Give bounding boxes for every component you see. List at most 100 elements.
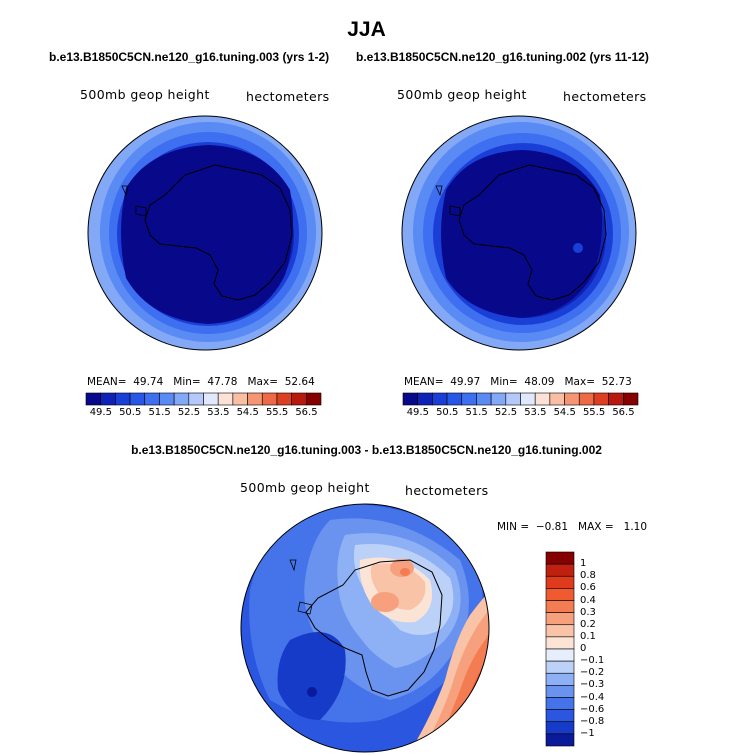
colorbar-tick-label-2: 0.1 xyxy=(580,630,596,642)
colorbar-tick-label-2: −0.6 xyxy=(580,703,605,715)
left-mean-label: MEAN= xyxy=(87,376,127,388)
left-variable-label: 500mb geop height xyxy=(80,87,210,102)
left-colorbar xyxy=(85,392,322,406)
colorbar-swatch xyxy=(545,697,575,710)
right-mean-value: 49.97 xyxy=(450,376,481,388)
colorbar-swatch xyxy=(247,392,263,406)
colorbar-tick-label-2: 1 xyxy=(580,558,587,570)
right-max-label: Max= xyxy=(564,376,596,388)
left-mean-value: 49.74 xyxy=(133,376,164,388)
colorbar-swatch xyxy=(261,392,278,406)
right-colorbar xyxy=(402,392,639,406)
figure-title: JJA xyxy=(347,18,386,41)
colorbar-tick-label-2: 0.4 xyxy=(580,594,596,606)
colorbar-swatch xyxy=(545,624,575,638)
colorbar-swatch xyxy=(545,733,575,747)
colorbar-tick-label-1: 52.5 xyxy=(494,407,518,418)
colorbar-tick-label-2: −0.2 xyxy=(580,667,605,679)
right-min-value: 48.09 xyxy=(524,376,555,388)
colorbar-swatch xyxy=(549,392,565,406)
colorbar-swatch xyxy=(545,660,575,674)
colorbar-tick-label-2: 0.2 xyxy=(580,618,596,630)
colorbar-swatch xyxy=(534,392,551,406)
colorbar-swatch xyxy=(203,392,219,406)
diff-map xyxy=(240,503,490,753)
colorbar-swatch xyxy=(85,392,101,406)
colorbar-swatch xyxy=(276,392,292,406)
right-mean-label: MEAN= xyxy=(404,376,444,388)
colorbar-tick-label-0: 49.5 xyxy=(89,407,112,418)
colorbar-swatch xyxy=(564,392,580,406)
colorbar-swatch xyxy=(545,709,575,723)
colorbar-swatch xyxy=(490,392,507,406)
right-panel-case-title: b.e13.B1850C5CN.ne120_g16.tuning.002 (yr… xyxy=(356,50,649,64)
left-max-value: 52.64 xyxy=(284,376,315,388)
diff-stats: MIN = −0.81 MAX = 1.10 xyxy=(497,521,647,533)
colorbar-swatch xyxy=(291,392,307,406)
diff-variable-label: 500mb geop height xyxy=(240,480,370,495)
right-map xyxy=(401,115,637,351)
colorbar-tick-label-2: −0.1 xyxy=(580,655,605,667)
right-variable-label: 500mb geop height xyxy=(397,87,527,102)
diff-panel-case-title: b.e13.B1850C5CN.ne120_g16.tuning.003 - b… xyxy=(131,443,602,457)
colorbar-swatch xyxy=(545,685,575,698)
right-stats: MEAN= 49.97 Min= 48.09 Max= 52.73 xyxy=(404,376,632,388)
diff-min-label: MIN = xyxy=(497,521,530,533)
colorbar-tick-label-0: 54.5 xyxy=(236,407,259,418)
colorbar-swatch xyxy=(188,392,204,406)
colorbar-swatch xyxy=(402,392,418,406)
diff-units-label: hectometers xyxy=(405,483,489,498)
colorbar-swatch xyxy=(159,392,175,406)
left-stats: MEAN= 49.74 Min= 47.78 Max= 52.64 xyxy=(87,376,315,388)
diff-max-value: 1.10 xyxy=(623,521,648,533)
colorbar-swatch xyxy=(608,392,624,406)
colorbar-swatch xyxy=(545,672,575,686)
colorbar-tick-label-2: −0.4 xyxy=(580,691,605,703)
colorbar-swatch xyxy=(545,575,575,589)
left-map xyxy=(87,115,323,351)
colorbar-swatch xyxy=(217,392,234,406)
colorbar-swatch xyxy=(417,392,433,406)
diff-colorbar xyxy=(545,551,575,747)
colorbar-tick-label-0: 52.5 xyxy=(177,407,201,418)
left-panel-case-title: b.e13.B1850C5CN.ne120_g16.tuning.003 (yr… xyxy=(49,50,330,64)
colorbar-tick-label-2: 0 xyxy=(580,643,587,654)
colorbar-swatch xyxy=(129,392,146,406)
colorbar-tick-label-0: 56.5 xyxy=(295,407,318,418)
colorbar-tick-label-2: −1 xyxy=(580,727,595,739)
colorbar-swatch xyxy=(545,588,575,601)
right-units-label: hectometers xyxy=(563,89,647,104)
colorbar-tick-label-0: 51.5 xyxy=(148,407,171,418)
colorbar-swatch xyxy=(520,392,536,406)
colorbar-tick-label-1: 51.5 xyxy=(465,407,488,418)
left-max-label: Max= xyxy=(247,376,279,388)
colorbar-tick-label-1: 54.5 xyxy=(553,407,576,418)
colorbar-swatch xyxy=(545,612,575,626)
colorbar-swatch xyxy=(593,392,609,406)
left-min-label: Min= xyxy=(173,376,201,388)
colorbar-swatch xyxy=(144,392,160,406)
colorbar-swatch xyxy=(545,648,575,662)
colorbar-swatch xyxy=(623,392,639,406)
colorbar-tick-label-2: 0.8 xyxy=(580,570,596,582)
colorbar-swatch xyxy=(115,392,131,406)
colorbar-tick-label-1: 50.5 xyxy=(436,407,459,418)
colorbar-tick-label-1: 49.5 xyxy=(406,407,429,418)
colorbar-swatch xyxy=(545,721,575,735)
colorbar-tick-label-2: −0.3 xyxy=(580,679,605,691)
colorbar-swatch xyxy=(432,392,448,406)
colorbar-swatch xyxy=(505,392,521,406)
colorbar-swatch xyxy=(306,392,322,406)
colorbar-tick-label-0: 53.5 xyxy=(207,407,230,418)
colorbar-tick-label-2: −0.8 xyxy=(580,715,605,727)
colorbar-tick-label-2: 0.6 xyxy=(580,582,596,594)
colorbar-tick-label-1: 53.5 xyxy=(524,407,547,418)
colorbar-swatch xyxy=(100,392,116,406)
colorbar-tick-label-0: 55.5 xyxy=(265,407,289,418)
colorbar-tick-label-1: 55.5 xyxy=(582,407,606,418)
right-max-value: 52.73 xyxy=(601,376,632,388)
colorbar-swatch xyxy=(232,392,248,406)
colorbar-swatch xyxy=(446,392,463,406)
colorbar-tick-label-2: 0.3 xyxy=(580,606,596,618)
